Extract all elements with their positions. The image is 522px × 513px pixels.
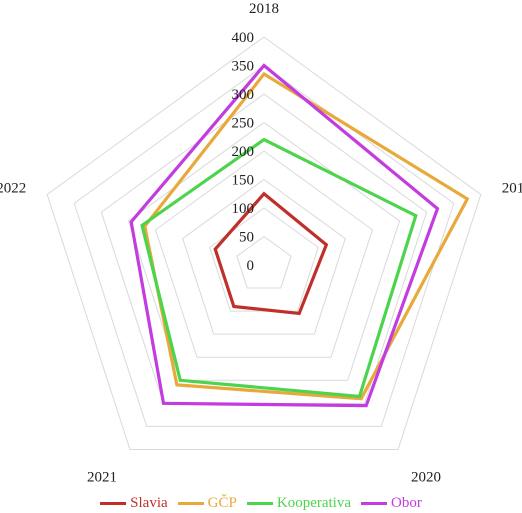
tick-label: 150 [232, 173, 255, 189]
grid-ring-150 [182, 178, 346, 335]
series-line-kooperativa [140, 137, 418, 399]
legend-item-slavia: Slavia [100, 495, 168, 512]
legend-item-obor: Obor [361, 495, 422, 512]
tick-label: 0 [247, 258, 255, 274]
category-label: 2018 [249, 1, 279, 17]
grid-ring-200 [154, 150, 374, 358]
grid-ring-350 [73, 64, 455, 427]
tick-label: 200 [232, 144, 255, 160]
tick-label: 250 [232, 116, 255, 132]
legend: Slavia GČP Kooperativa Obor [0, 493, 522, 513]
legend-label: Kooperativa [276, 494, 351, 511]
legend-swatch [100, 501, 127, 505]
legend-item-kooperativa: Kooperativa [246, 494, 351, 512]
grid-ring-250 [127, 121, 401, 381]
legend-label: Obor [391, 494, 422, 511]
tick-label: 350 [232, 59, 255, 75]
series-line-gčp [143, 71, 470, 401]
series-line-slavia [213, 191, 329, 316]
tick-label: 50 [239, 230, 254, 246]
radial-tick-labels: 0 50 100 150 200 250 300 350 400 [232, 30, 255, 274]
category-label: 2019 [502, 181, 522, 197]
category-label: 2020 [411, 469, 441, 485]
legend-label: Slavia [130, 494, 168, 511]
tick-label: 300 [232, 87, 255, 103]
legend-label: GČP [207, 494, 237, 511]
legend-swatch [246, 501, 273, 505]
tick-label: 400 [232, 30, 255, 46]
grid-ring-50 [236, 235, 292, 289]
category-labels: 2018 2019 2020 2021 2022 [0, 1, 522, 485]
tick-label: 100 [232, 201, 255, 217]
legend-swatch [361, 501, 387, 505]
series-line-obor [129, 63, 440, 408]
grid-ring-400 [46, 36, 482, 450]
radar-series [129, 63, 470, 408]
radar-chart: 0 50 100 150 200 250 300 350 400 2018 2019 2020 202… [0, 1, 522, 485]
category-label: 2022 [0, 181, 26, 197]
category-label: 2021 [87, 469, 117, 485]
legend-item-gčp: GČP [177, 494, 237, 512]
legend-swatch [177, 501, 204, 505]
